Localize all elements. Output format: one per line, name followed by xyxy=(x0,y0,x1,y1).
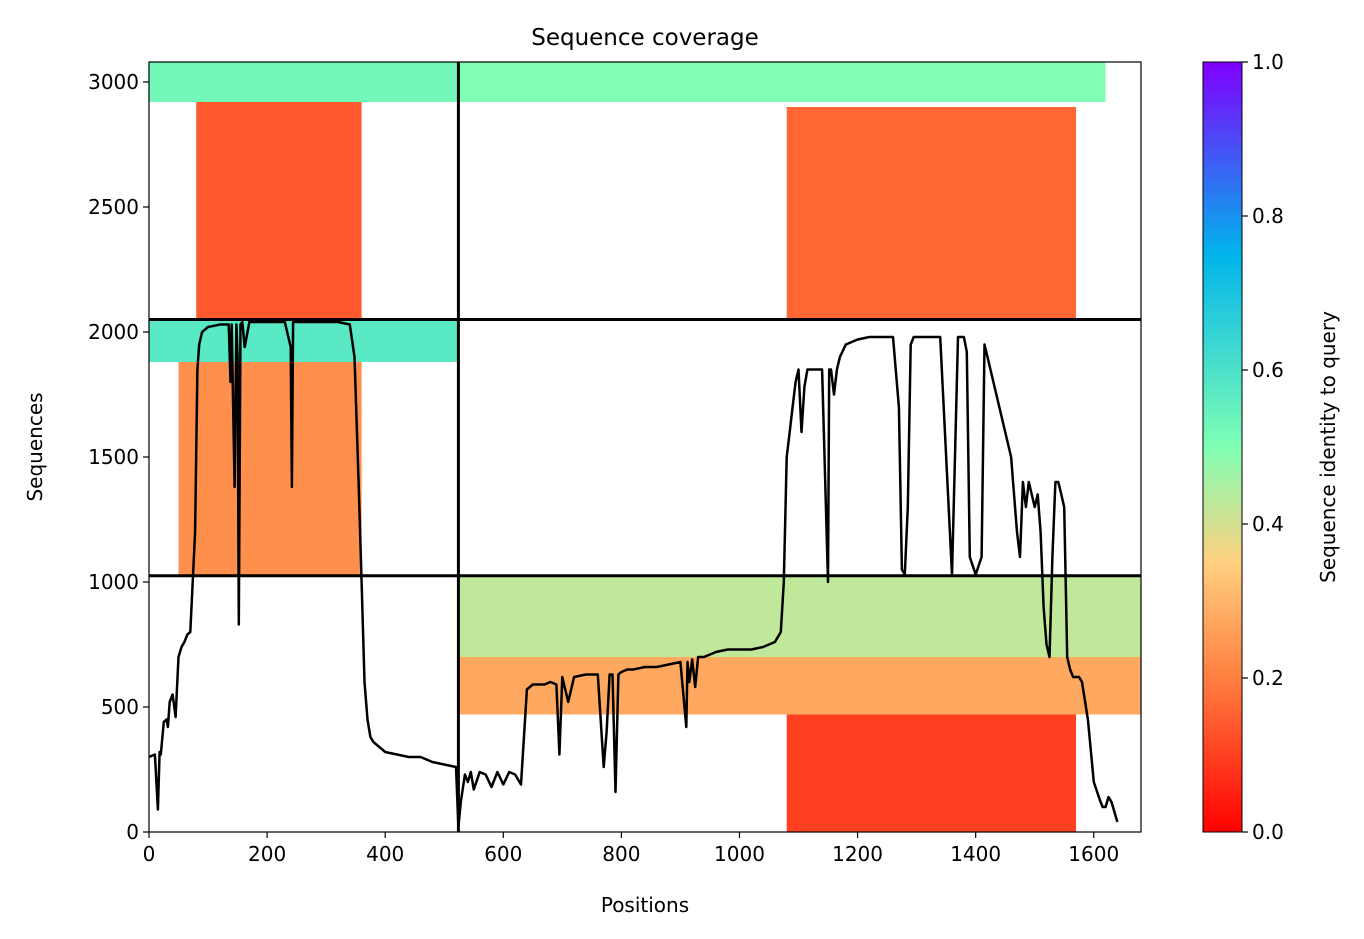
x-tick-label: 1400 xyxy=(950,842,1001,866)
x-axis: 0 200 400 600 800 1000 1200 1400 1600 xyxy=(143,832,1119,866)
x-tick-label: 1200 xyxy=(832,842,883,866)
x-tick-label: 1000 xyxy=(714,842,765,866)
y-tick-label: 1000 xyxy=(88,570,139,594)
y-axis-label: Sequences xyxy=(23,392,47,501)
identity-block-4 xyxy=(149,319,459,362)
y-tick-label: 1500 xyxy=(88,445,139,469)
coverage-line xyxy=(149,320,1119,829)
colorbar-tick-label: 0.8 xyxy=(1252,204,1284,228)
x-tick-label: 400 xyxy=(366,842,404,866)
colorbar-label: Sequence identity to query xyxy=(1316,311,1340,583)
y-axis: 0 500 1000 1500 2000 2500 3000 xyxy=(88,70,149,844)
y-tick-label: 2500 xyxy=(88,195,139,219)
y-tick-label: 0 xyxy=(126,820,139,844)
identity-block-6 xyxy=(458,575,1141,657)
identity-block-8 xyxy=(786,714,1077,832)
y-tick-label: 3000 xyxy=(88,70,139,94)
identity-heatmap xyxy=(149,62,1141,832)
identity-block-2 xyxy=(458,62,1106,102)
panel-boundaries xyxy=(149,62,1141,832)
colorbar-tick-label: 0.2 xyxy=(1252,666,1284,690)
identity-block-1 xyxy=(196,102,362,320)
x-tick-label: 1600 xyxy=(1068,842,1119,866)
x-tick-label: 0 xyxy=(143,842,156,866)
chart-title: Sequence coverage xyxy=(531,25,759,51)
y-tick-label: 500 xyxy=(101,695,139,719)
plot-frame xyxy=(148,61,1142,833)
identity-block-3 xyxy=(786,107,1077,320)
colorbar-tick-label: 1.0 xyxy=(1252,50,1284,74)
identity-block-0 xyxy=(149,62,459,102)
x-tick-label: 200 xyxy=(248,842,286,866)
y-tick-label: 2000 xyxy=(88,320,139,344)
identity-block-5 xyxy=(178,362,362,576)
coverage-series xyxy=(149,320,1119,829)
colorbar-tick-label: 0.0 xyxy=(1252,820,1284,844)
colorbar xyxy=(1202,61,1243,833)
colorbar-axis: 0.0 0.2 0.4 0.6 0.8 1.0 xyxy=(1242,50,1284,844)
x-axis-label: Positions xyxy=(601,893,689,917)
colorbar-tick-label: 0.6 xyxy=(1252,358,1284,382)
colorbar-tick-label: 0.4 xyxy=(1252,512,1284,536)
x-tick-label: 600 xyxy=(484,842,522,866)
x-tick-label: 800 xyxy=(602,842,640,866)
